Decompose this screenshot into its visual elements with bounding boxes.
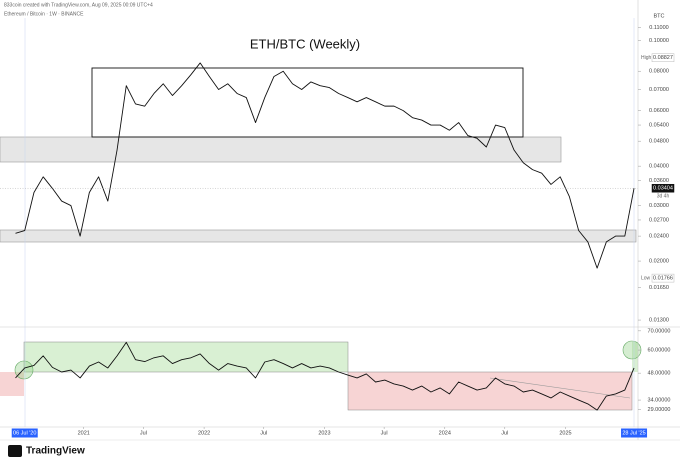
high-label: High	[641, 55, 652, 61]
x-highlight-label: 06 Jul '20	[13, 430, 36, 436]
y-tick-label: 0.02700	[649, 217, 669, 223]
x-tick-label: 2021	[78, 430, 90, 436]
x-highlight-box	[621, 428, 648, 438]
price-line	[15, 62, 635, 269]
x-tick-label: 2025	[559, 430, 571, 436]
y-tick-label: 60.00000	[648, 348, 671, 354]
price-line	[15, 341, 635, 411]
y-tick-label: 0.10000	[649, 38, 669, 44]
x-tick-label: Jul	[381, 430, 388, 436]
x-tick-label: 2023	[318, 430, 330, 436]
chart-title: ETH/BTC (Weekly)	[250, 36, 360, 51]
y-tick-label: 29.00000	[648, 407, 671, 413]
range-box	[91, 67, 524, 138]
y-tick-label: 0.02000	[649, 259, 669, 265]
low-value: 0.01766	[653, 276, 673, 282]
y-tick-label: 0.04000	[649, 164, 669, 170]
x-highlight-box	[11, 428, 38, 438]
y-tick-label: 0.01300	[649, 318, 669, 324]
resistance-zone	[0, 136, 562, 163]
bear-zone	[347, 371, 633, 411]
countdown: 3d 4h	[657, 194, 670, 200]
y-tick-label: 70.00000	[648, 328, 671, 334]
y-tick-label: 34.00000	[648, 398, 671, 404]
symbol: Ethereum / Bitcoin · 1W · BINANCE	[4, 11, 84, 17]
x-tick-label: 2024	[439, 430, 451, 436]
y-tick-label: 0.03600	[649, 178, 669, 184]
y-tick-label: 0.06000	[649, 108, 669, 114]
x-tick-label: Jul	[140, 430, 147, 436]
brand: TradingView	[26, 446, 85, 457]
last-box	[651, 183, 675, 193]
y-tick-label: 0.08000	[649, 69, 669, 75]
bull-zone	[23, 341, 349, 373]
logo	[8, 445, 22, 457]
axis-unit: BTC	[654, 13, 665, 19]
x-tick-label: Jul	[260, 430, 267, 436]
x-highlight-label: 28 Jul '25	[622, 430, 645, 436]
high-value: 0.08827	[653, 55, 673, 61]
low-label: Low	[641, 275, 651, 281]
low-box	[651, 273, 675, 283]
highlight-circle	[14, 360, 34, 380]
bull-zone	[632, 342, 638, 372]
author-line: 833coin created with TradingView.com, Au…	[4, 2, 153, 8]
y-tick-label: 0.01650	[649, 285, 669, 291]
support-zone	[0, 229, 637, 243]
y-tick-label: 0.07000	[649, 87, 669, 93]
x-tick-label: Jul	[501, 430, 508, 436]
trend-line	[489, 377, 631, 399]
y-tick-label: 0.11000	[649, 25, 668, 31]
high-box	[651, 53, 675, 63]
y-tick-label: 0.04800	[649, 139, 669, 145]
x-tick-label: 2022	[198, 430, 210, 436]
y-tick-label: 0.02400	[649, 234, 669, 240]
y-tick-label: 0.03000	[649, 203, 669, 209]
y-tick-label: 48.00000	[648, 371, 671, 377]
last-value: 0.03404	[653, 186, 673, 192]
y-tick-label: 0.05400	[649, 123, 669, 129]
bear-zone	[0, 372, 24, 396]
